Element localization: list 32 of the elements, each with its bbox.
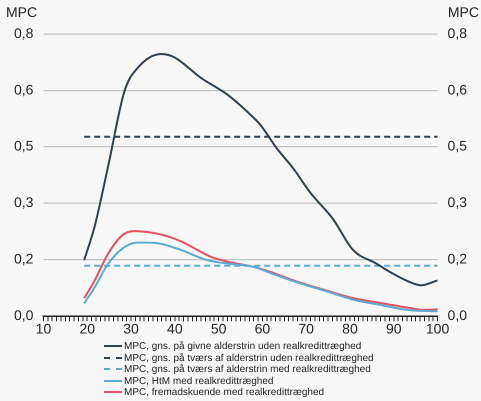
y-tick-label: 0,0: [14, 307, 34, 324]
x-tick-label: 30: [123, 320, 140, 336]
line-series: [83, 241, 438, 312]
legend-label: MPC, fremadskuende med realkredittræghed: [124, 387, 324, 398]
x-tick-label: 10: [36, 320, 52, 336]
legend-label: MPC, gns. på tværs af alderstrin med realkredittræghed: [124, 364, 371, 375]
x-tick-label: 40: [167, 320, 183, 336]
y2-tick-label: 0,8: [448, 24, 468, 41]
line-series: [83, 52, 438, 286]
line-series: [83, 230, 438, 311]
x-tick-label: 90: [386, 320, 402, 336]
x-tick-label: 80: [342, 320, 358, 336]
y-tick-label: 0,2: [14, 250, 34, 267]
y2-tick-label: 0,0: [448, 307, 468, 324]
x-tick-label: 70: [298, 320, 314, 336]
x-tick-label: 60: [254, 320, 270, 336]
legend-label: MPC, HtM med realkredittræghed: [124, 376, 274, 386]
y-tick-label: 0,5: [14, 138, 34, 154]
x-tick-label: 50: [210, 320, 227, 336]
y2-tick-label: 0,3: [448, 194, 468, 210]
y2-tick-label: 0,2: [448, 250, 468, 267]
y2-axis-title: MPC: [448, 4, 479, 20]
x-tick-label: 20: [79, 320, 96, 336]
y2-tick-label: 0,6: [448, 81, 468, 98]
legend-label: MPC, gns. på tværs af alderstrin uden realkredittræghed: [124, 352, 374, 364]
x-tick-label: 100: [426, 320, 450, 336]
y2-tick-label: 0,5: [448, 138, 468, 154]
y-axis-title: MPC: [6, 4, 38, 20]
legend-label: MPC, gns. på givne alderstrin uden realkredittræghed: [124, 341, 362, 352]
y-tick-label: 0,3: [14, 194, 34, 210]
y-tick-label: 0,8: [14, 24, 34, 41]
y-tick-label: 0,6: [14, 81, 34, 98]
